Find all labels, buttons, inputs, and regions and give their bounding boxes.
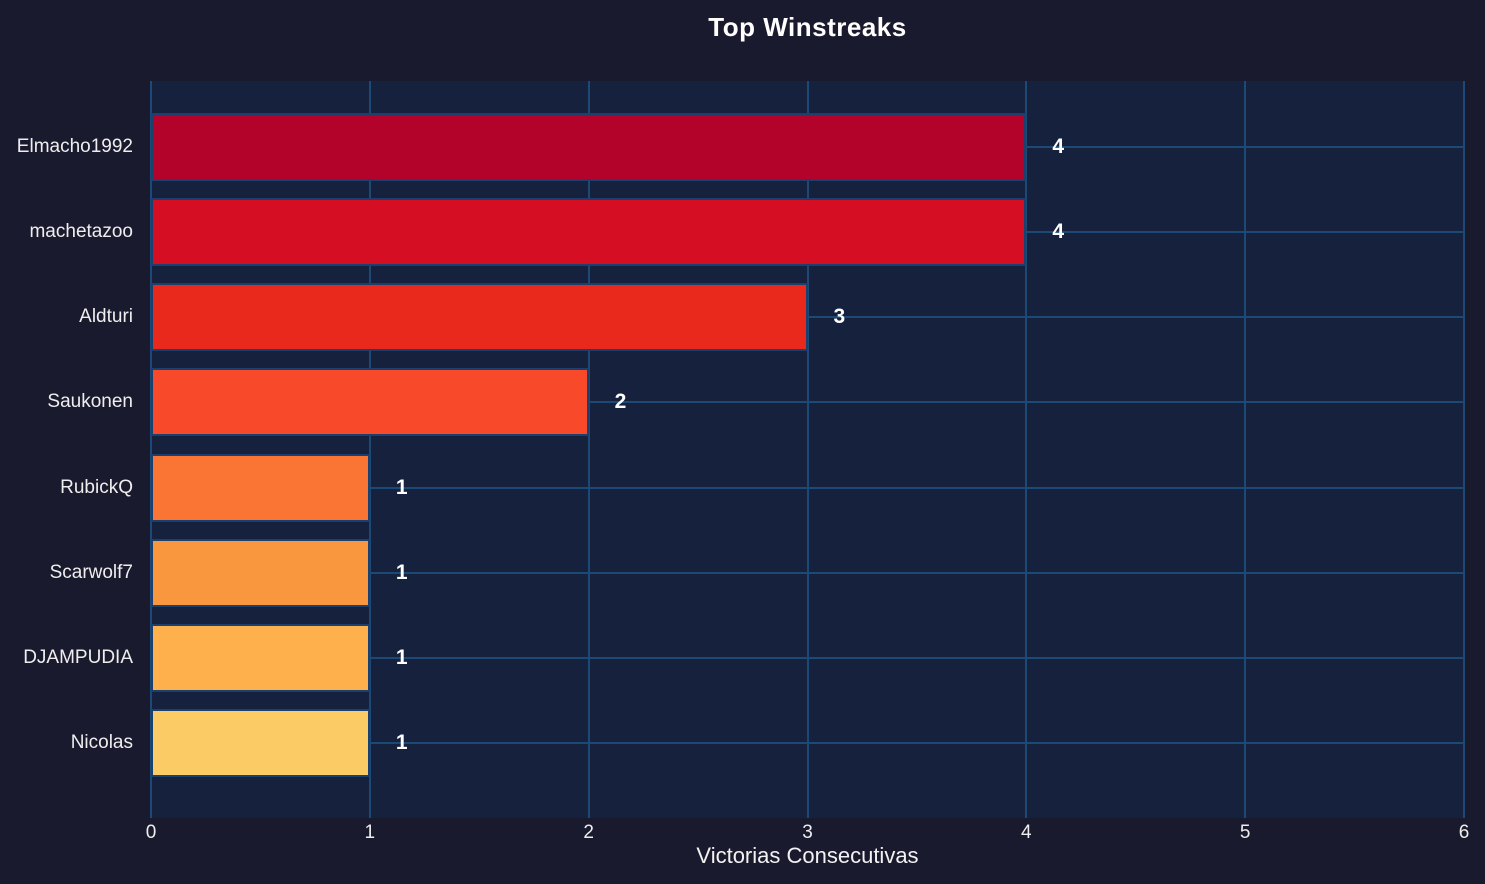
chart-title: Top Winstreaks [708,12,907,42]
y-tick-label: machetazoo [29,221,133,243]
y-tick-label: Saukonen [47,391,133,413]
x-tick-label: 2 [583,822,594,843]
x-tick-label: 4 [1021,822,1032,843]
bar-value-label: 1 [395,645,408,669]
horizontal-gridline [151,401,1464,404]
vertical-gridline [1244,81,1247,818]
y-tick-label: DJAMPUDIA [23,646,133,668]
x-tick-label: 1 [364,822,376,843]
x-tick-label: 6 [1458,822,1470,843]
y-tick-label: Nicolas [70,731,133,753]
y-axis-labels: Elmacho1992 machetazoo Aldturi Saukonen Rubi… [0,81,141,818]
bar [151,623,370,692]
y-tick-label: Scarwolf7 [49,561,133,583]
bar-value-label: 2 [614,390,627,414]
bar [151,453,370,522]
x-axis-ticks: 0 1 2 3 4 5 6 [146,822,1470,848]
vertical-gridline [1463,81,1465,818]
bar-value-label: 3 [833,305,846,329]
horizontal-gridline [151,741,1464,744]
bar-value-label: 1 [395,730,408,754]
bar-value-label: 4 [1052,220,1065,244]
vertical-gridline [587,81,590,818]
bar [151,538,370,607]
vertical-gridline [806,81,809,818]
bar-value-label: 1 [395,475,408,499]
plot-area: 4 4 3 2 1 1 1 1 [150,81,1465,818]
bar [151,368,589,437]
bar [151,198,1027,267]
bar-value-label: 1 [395,560,408,584]
horizontal-gridline [151,656,1464,659]
bar [151,708,370,777]
bar [151,283,808,352]
bar-value-label: 4 [1052,135,1065,158]
y-tick-label: Elmacho1992 [16,136,133,157]
x-tick-label: 3 [802,822,813,843]
x-axis-title: Victorias Consecutivas [696,843,919,868]
vertical-gridline [150,81,152,818]
y-tick-label: Aldturi [79,306,133,328]
x-tick-label: 0 [145,822,157,843]
vertical-gridline [1025,81,1028,818]
horizontal-gridline [151,571,1464,574]
horizontal-gridline [151,486,1464,489]
bar [151,113,1027,181]
vertical-gridline [368,81,371,818]
y-tick-label: RubickQ [60,476,133,498]
x-tick-label: 5 [1239,822,1251,843]
horizontal-gridline [151,316,1464,319]
